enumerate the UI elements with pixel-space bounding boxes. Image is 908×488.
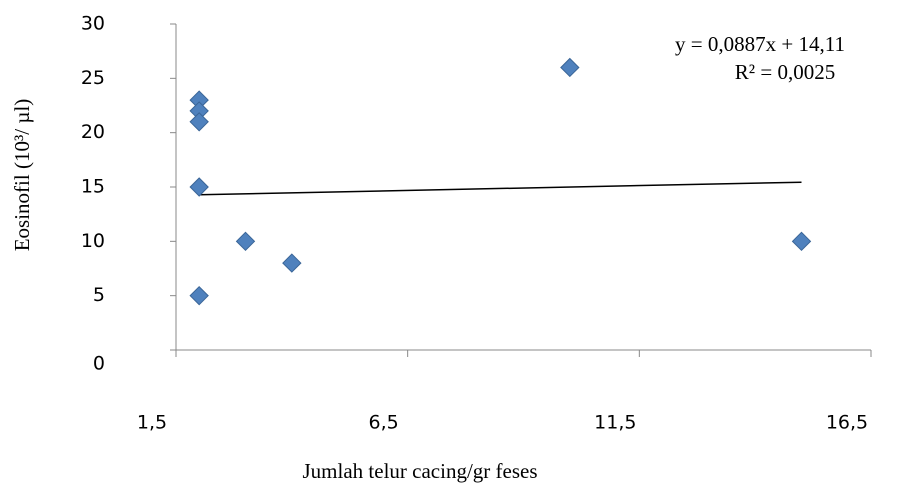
y-axis-title: Eosinofil (10³/ µl) bbox=[10, 99, 34, 252]
y-tick-label: 15 bbox=[81, 176, 105, 198]
y-tick-label: 25 bbox=[81, 67, 105, 89]
y-tick-label: 0 bbox=[93, 353, 105, 375]
trendline-r2: R² = 0,0025 bbox=[735, 60, 835, 84]
point bbox=[791, 231, 812, 252]
x-tick-label: 16,5 bbox=[826, 412, 868, 434]
y-tick-label: 10 bbox=[81, 230, 105, 252]
point bbox=[235, 231, 256, 252]
x-tick-label: 1,5 bbox=[137, 412, 167, 434]
y-tick-label: 20 bbox=[81, 121, 105, 143]
x-axis-title: Jumlah telur cacing/gr feses bbox=[303, 459, 538, 483]
y-tick-label: 30 bbox=[81, 13, 105, 35]
trendline bbox=[199, 181, 802, 196]
point bbox=[282, 253, 302, 273]
point bbox=[189, 112, 209, 132]
trendline-equation: y = 0,0887x + 14,11 bbox=[675, 32, 845, 56]
point bbox=[560, 57, 580, 78]
point bbox=[189, 285, 209, 306]
point bbox=[189, 177, 209, 197]
y-tick-label: 5 bbox=[93, 284, 105, 306]
x-tick-label: 6,5 bbox=[369, 412, 399, 434]
x-tick-label: 11,5 bbox=[594, 412, 636, 434]
